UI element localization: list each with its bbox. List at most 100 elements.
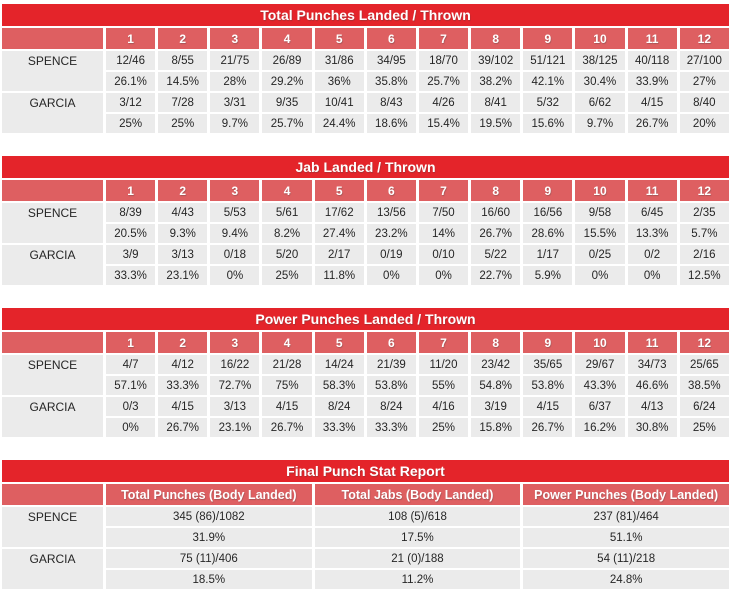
fighter-name: GARCIA xyxy=(2,93,103,133)
round-number-header: 7 xyxy=(418,180,469,201)
round-number-header: 3 xyxy=(210,180,260,201)
landed-thrown-cell: 17/62 xyxy=(314,203,364,222)
total-landed-cell: 345 (86)/1082 xyxy=(106,507,312,526)
accuracy-percent-cell: 9.7% xyxy=(575,114,625,133)
landed-thrown-cell: 35/65 xyxy=(523,355,573,374)
total-landed-cell: 237 (81)/464 xyxy=(523,507,729,526)
landed-thrown-cell: 34/95 xyxy=(366,51,416,70)
accuracy-percent-cell: 23.2% xyxy=(366,224,416,243)
accuracy-percent-cell: 0% xyxy=(575,266,625,285)
final-header-blank-cell xyxy=(2,484,103,505)
landed-thrown-cell: 8/24 xyxy=(314,397,364,416)
round-number-header: 8 xyxy=(471,332,521,353)
fighter-accuracy-row: 18.5% 11.2% 24.8% xyxy=(2,570,729,589)
landed-thrown-cell: 39/102 xyxy=(471,51,521,70)
accuracy-percent-cell: 11.2% xyxy=(314,570,521,589)
landed-thrown-cell: 40/118 xyxy=(627,51,677,70)
accuracy-percent-cell: 55% xyxy=(418,376,469,395)
round-number-header: 4 xyxy=(262,332,312,353)
accuracy-percent-cell: 26.7% xyxy=(262,418,312,437)
fighter-name: GARCIA xyxy=(2,549,103,589)
final-column-header: Power Punches (Body Landed) xyxy=(523,484,729,505)
landed-thrown-cell: 0/3 xyxy=(106,397,156,416)
accuracy-percent-cell: 25% xyxy=(262,266,312,285)
landed-thrown-cell: 5/61 xyxy=(262,203,312,222)
total-punches-table-title: Total Punches Landed / Thrown xyxy=(2,4,729,26)
landed-thrown-cell: 12/46 xyxy=(106,51,156,70)
accuracy-percent-cell: 0% xyxy=(627,266,677,285)
accuracy-percent-cell: 19.5% xyxy=(471,114,521,133)
accuracy-percent-cell: 26.7% xyxy=(627,114,677,133)
landed-thrown-cell: 11/20 xyxy=(418,355,469,374)
round-number-header: 5 xyxy=(314,28,364,49)
accuracy-percent-cell: 25% xyxy=(679,418,729,437)
round-number-header: 1 xyxy=(106,28,156,49)
round-number-header: 10 xyxy=(575,28,625,49)
fighter-name: SPENCE xyxy=(2,507,103,547)
landed-thrown-cell: 4/7 xyxy=(106,355,156,374)
accuracy-percent-cell: 20.5% xyxy=(106,224,156,243)
total-landed-cell: 21 (0)/188 xyxy=(314,549,521,568)
final-header-row: Total Punches (Body Landed) Total Jabs (B… xyxy=(2,484,729,505)
accuracy-percent-cell: 33.3% xyxy=(158,376,208,395)
rounds-header-blank-cell xyxy=(2,180,103,201)
accuracy-percent-cell: 42.1% xyxy=(523,72,573,91)
fighter-landed-thrown-row: GARCIA 3/12 7/28 3/31 9/35 10/41 8/43 4/26 8/41 5… xyxy=(2,93,729,133)
landed-thrown-cell: 4/26 xyxy=(418,93,469,112)
accuracy-percent-cell: 18.6% xyxy=(366,114,416,133)
landed-thrown-cell: 7/28 xyxy=(158,93,208,112)
landed-thrown-cell: 5/53 xyxy=(210,203,260,222)
final-stat-report-table: Final Punch Stat Report Total Punches (B… xyxy=(2,460,729,591)
landed-thrown-cell: 5/22 xyxy=(471,245,521,264)
landed-thrown-cell: 10/41 xyxy=(314,93,364,112)
accuracy-percent-cell: 9.4% xyxy=(210,224,260,243)
landed-thrown-cell: 34/73 xyxy=(627,355,677,374)
landed-thrown-cell: 27/100 xyxy=(679,51,729,70)
accuracy-percent-cell: 27.4% xyxy=(314,224,364,243)
landed-thrown-cell: 18/70 xyxy=(418,51,469,70)
fighter-accuracy-row: 33.3% 23.1% 0% 25% 11.8% 0% 0% 22.7% 5.9% 0% 0% 12.… xyxy=(2,266,729,285)
accuracy-percent-cell: 33.3% xyxy=(314,418,364,437)
accuracy-percent-cell: 0% xyxy=(106,418,156,437)
accuracy-percent-cell: 13.3% xyxy=(627,224,677,243)
landed-thrown-cell: 4/15 xyxy=(158,397,208,416)
landed-thrown-cell: 0/10 xyxy=(418,245,469,264)
accuracy-percent-cell: 33.3% xyxy=(366,418,416,437)
landed-thrown-cell: 2/17 xyxy=(314,245,364,264)
landed-thrown-cell: 4/16 xyxy=(418,397,469,416)
final-stat-report-grid: Total Punches (Body Landed) Total Jabs (B… xyxy=(0,482,730,591)
accuracy-percent-cell: 0% xyxy=(418,266,469,285)
round-number-header: 8 xyxy=(471,180,521,201)
round-number-header: 1 xyxy=(106,332,156,353)
fighter-accuracy-row: 26.1% 14.5% 28% 29.2% 36% 35.8% 25.7% 38.2% 42.1… xyxy=(2,72,729,91)
accuracy-percent-cell: 31.9% xyxy=(106,528,312,547)
rounds-header-row: 1 2 3 4 5 6 7 8 9 10 11 12 xyxy=(2,28,729,49)
accuracy-percent-cell: 33.9% xyxy=(627,72,677,91)
landed-thrown-cell: 5/20 xyxy=(262,245,312,264)
accuracy-percent-cell: 15.6% xyxy=(523,114,573,133)
accuracy-percent-cell: 14.5% xyxy=(158,72,208,91)
landed-thrown-cell: 8/55 xyxy=(158,51,208,70)
accuracy-percent-cell: 8.2% xyxy=(262,224,312,243)
accuracy-percent-cell: 26.7% xyxy=(523,418,573,437)
accuracy-percent-cell: 25% xyxy=(418,418,469,437)
round-number-header: 2 xyxy=(158,180,208,201)
accuracy-percent-cell: 28% xyxy=(210,72,260,91)
accuracy-percent-cell: 5.7% xyxy=(679,224,729,243)
round-number-header: 6 xyxy=(366,28,416,49)
round-number-header: 1 xyxy=(106,180,156,201)
accuracy-percent-cell: 9.7% xyxy=(210,114,260,133)
landed-thrown-cell: 4/15 xyxy=(262,397,312,416)
fighter-totals-row: SPENCE 345 (86)/1082 108 (5)/618 237 (81)/4… xyxy=(2,507,729,547)
fighter-accuracy-row: 20.5% 9.3% 9.4% 8.2% 27.4% 23.2% 14% 26.7% 28.6%… xyxy=(2,224,729,243)
fighter-landed-thrown-row: SPENCE 8/39 4/43 5/53 5/61 17/62 13/56 7/50 16/6… xyxy=(2,203,729,243)
accuracy-percent-cell: 57.1% xyxy=(106,376,156,395)
accuracy-percent-cell: 12.5% xyxy=(679,266,729,285)
rounds-header-row: 1 2 3 4 5 6 7 8 9 10 11 12 xyxy=(2,332,729,353)
landed-thrown-cell: 4/15 xyxy=(627,93,677,112)
round-number-header: 8 xyxy=(471,28,521,49)
landed-thrown-cell: 51/121 xyxy=(523,51,573,70)
accuracy-percent-cell: 25.7% xyxy=(418,72,469,91)
